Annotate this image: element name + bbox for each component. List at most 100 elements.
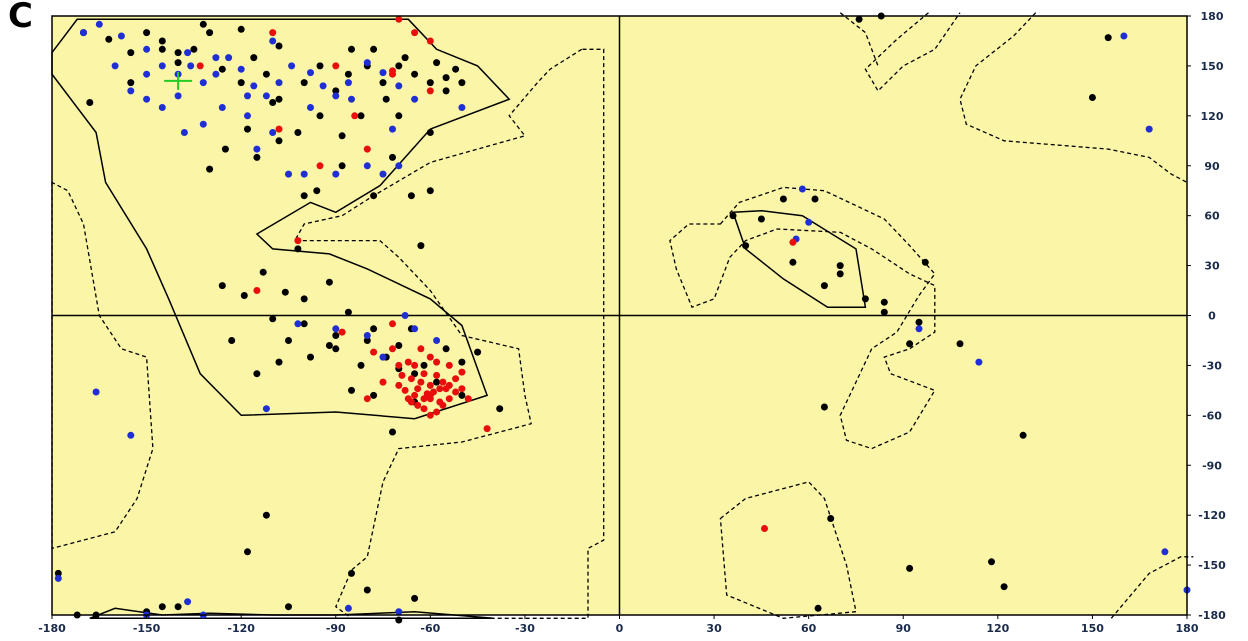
x-tick-label: 180 — [1176, 622, 1199, 635]
core-point — [300, 192, 308, 200]
core-point — [395, 342, 403, 349]
core-point — [370, 45, 378, 53]
y-tick-label: 90 — [1204, 160, 1220, 173]
outlier-point — [433, 408, 441, 416]
allowed-point — [218, 104, 226, 111]
core-point — [332, 345, 340, 353]
allowed-point — [199, 120, 207, 128]
allowed-point — [433, 337, 441, 344]
core-point — [906, 340, 914, 348]
core-point — [244, 548, 251, 556]
allowed-point — [143, 45, 151, 53]
outlier-point — [426, 411, 434, 419]
allowed-point — [300, 170, 308, 178]
core-point — [357, 361, 365, 369]
core-point — [218, 282, 226, 290]
outlier-point — [483, 425, 491, 433]
outlier-point — [404, 395, 412, 403]
core-point — [221, 145, 229, 153]
allowed-point — [95, 20, 103, 28]
allowed-point — [332, 170, 340, 178]
allowed-point — [307, 69, 314, 77]
allowed-point — [158, 62, 166, 70]
core-point — [228, 337, 236, 344]
outlier-point — [445, 361, 453, 369]
outlier-point — [426, 37, 434, 45]
allowed-point — [798, 185, 806, 193]
outlier-point — [439, 378, 447, 386]
outlier-point — [253, 287, 261, 294]
core-point — [259, 268, 267, 276]
outlier-point — [332, 62, 340, 70]
core-point — [395, 112, 403, 120]
outlier-point — [420, 405, 428, 413]
core-point — [253, 370, 261, 378]
outlier-point — [445, 395, 453, 403]
core-point — [395, 616, 403, 624]
core-point — [915, 318, 923, 326]
core-point — [348, 569, 355, 577]
x-axis: -180 -150 -120 -90 -60 -30 0 30 60 90 120 150 180 — [38, 615, 1199, 635]
outlier-point — [411, 361, 419, 369]
x-tick-label: 150 — [1081, 622, 1104, 635]
allowed-point — [1161, 548, 1169, 556]
outlier-point — [433, 358, 441, 366]
outlier-point — [417, 345, 425, 353]
outlier-point — [269, 29, 277, 37]
core-point — [820, 403, 828, 411]
allowed-point — [915, 325, 923, 333]
allowed-point — [262, 405, 270, 413]
outlier-point — [196, 62, 204, 70]
allowed-point — [127, 87, 135, 95]
allowed-point — [307, 104, 314, 111]
core-point — [237, 79, 245, 87]
outlier-point — [761, 525, 768, 532]
core-point — [127, 49, 135, 57]
core-point — [344, 308, 352, 316]
allowed-point — [363, 162, 371, 170]
outlier-point — [401, 386, 409, 394]
outlier-point — [789, 238, 797, 246]
data-points — [54, 12, 1191, 624]
allowed-point — [332, 92, 340, 100]
core-point — [275, 95, 283, 103]
allowed-contour — [51, 181, 154, 550]
core-point — [275, 358, 283, 366]
core-point — [458, 358, 466, 366]
core-point — [827, 515, 835, 522]
allowed-point — [225, 54, 233, 62]
allowed-point — [127, 431, 135, 439]
allowed-point — [244, 92, 251, 100]
allowed-point — [174, 92, 182, 100]
allowed-point — [389, 125, 396, 133]
core-point — [452, 65, 460, 73]
core-point — [836, 262, 844, 270]
core-point — [262, 511, 270, 519]
outlier-point — [389, 67, 396, 75]
x-tick-label: -150 — [133, 622, 161, 635]
core-point — [250, 54, 258, 62]
y-tick-label: 120 — [1201, 110, 1224, 123]
x-tick-label: -90 — [326, 622, 346, 635]
outlier-point — [433, 371, 441, 379]
core-point — [127, 79, 135, 87]
allowed-point — [401, 312, 409, 319]
core-point — [300, 320, 308, 328]
core-point — [426, 187, 434, 195]
core-point — [240, 292, 248, 299]
core-point — [190, 45, 198, 53]
core-point — [348, 45, 355, 53]
outlier-point — [426, 381, 434, 389]
core-point — [370, 325, 378, 333]
x-tick-label: 30 — [706, 622, 722, 635]
outlier-point — [436, 398, 444, 406]
core-point — [420, 361, 428, 369]
core-point — [880, 298, 888, 306]
allowed-point — [158, 104, 166, 111]
core-point — [814, 604, 822, 612]
allowed-point — [187, 62, 195, 70]
core-point — [1104, 34, 1112, 42]
core-point — [426, 129, 434, 136]
core-point — [382, 95, 390, 103]
core-point — [307, 353, 314, 361]
